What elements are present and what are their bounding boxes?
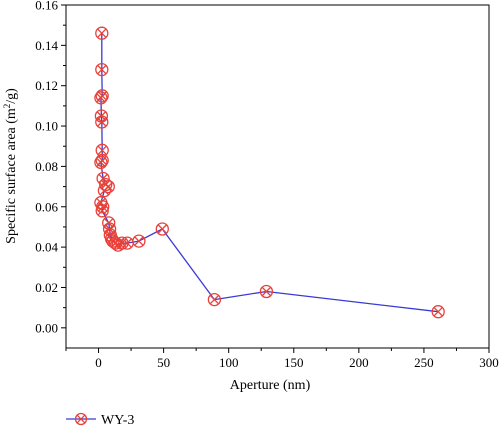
data-point-cross [96,157,106,168]
data-point-circle [94,155,108,170]
data-point-cross [122,238,132,248]
y-tick-label: 0.02 [35,280,58,295]
data-point-circle [95,26,109,40]
data-point-cross [157,224,168,234]
data-point [94,91,108,105]
data-point-cross [96,93,106,103]
data-point-circle [259,284,274,299]
y-tick-label: 0.04 [35,240,58,255]
y-tick-label: 0.12 [35,78,58,93]
data-point-circle [95,115,109,129]
y-axis-title-main: Specific surface area (m [4,108,19,244]
data-point-circle [431,305,445,319]
data-point [207,292,222,307]
y-axis-title: Specific surface area (m2/g) [2,88,19,244]
data-point-circle [96,200,110,214]
data-point-circle [94,91,108,105]
data-point-cross [97,117,107,127]
y-tick-label: 0.06 [35,199,58,214]
data-point [132,234,146,248]
y-tick-label: 0.08 [35,159,58,174]
data-point-cross [97,64,107,75]
data-point-circle [95,204,109,218]
data-point-circle [95,89,109,103]
legend: WY-3 [66,412,134,427]
data-point-cross [261,286,272,297]
data-point [95,26,109,40]
legend-marker [74,412,88,426]
x-axis-title: Aperture (nm) [230,378,311,393]
axes: 0 50 100 150 200 250 300 0.00 0.02 0.04 0.06 0.08 0.… [35,0,499,370]
x-tick-label: 200 [349,355,369,370]
legend-label: WY-3 [101,413,134,427]
y-tick-label: 0.10 [35,119,58,134]
data-point-circle [207,292,222,307]
series-line [100,33,439,313]
data-point [94,155,108,170]
x-tick-label: 50 [157,355,170,370]
data-point-circle [97,183,112,198]
data-point-cross [99,185,110,196]
x-tick-label: 100 [219,355,239,370]
data-point [96,200,110,214]
data-point [97,183,112,198]
data-point-circle [101,179,115,194]
x-tick-label: 150 [284,355,304,370]
data-point-circle [132,234,146,248]
data-point-circle [95,62,109,77]
data-point-cross [209,294,220,305]
data-point [120,236,134,250]
data-point [431,305,445,319]
data-point-cross [97,206,107,216]
y-tick-label: 0.16 [35,0,58,13]
y-tick-label: 0.00 [35,320,58,335]
y-axis-title-superscript: 2 [2,104,12,109]
data-point-cross [134,236,144,246]
data-point [259,284,274,299]
x-tick-label: 300 [479,355,499,370]
data-point [95,204,109,218]
data-point-cross [97,202,108,212]
data-point [95,62,109,77]
data-point [95,115,109,129]
series-layer [94,26,445,319]
data-point-circle [95,153,109,168]
y-axis-title-tail: /g) [4,88,19,104]
data-point-cross [97,145,107,156]
data-point-circle [99,177,113,192]
data-point-cross [96,197,106,208]
y-tick-label: 0.14 [35,38,58,53]
data-point-cross [97,28,107,38]
x-tick-label: 0 [95,355,102,370]
data-point [155,222,169,236]
plot-frame [65,4,490,349]
data-point-circle [155,222,169,236]
x-tick-label: 250 [414,355,434,370]
data-point-cross [433,306,443,317]
